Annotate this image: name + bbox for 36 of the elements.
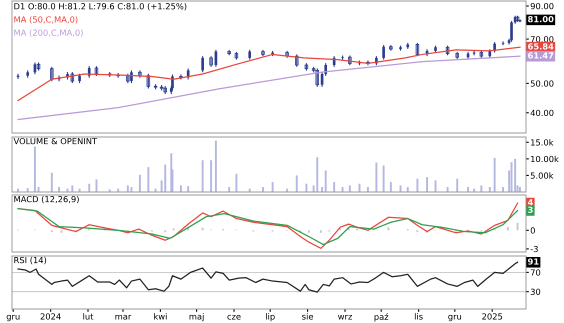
y-tick-label: 40.00 <box>530 110 554 116</box>
chart-title: VOLUME & OPENINT <box>14 138 98 144</box>
y-tick-label: 90.00 <box>530 3 554 10</box>
x-tick-label: gru <box>6 314 20 322</box>
x-tick-label: sie <box>302 313 314 320</box>
x-tick-label: lis <box>414 313 423 320</box>
chart-title: RSI (14) <box>14 256 46 264</box>
x-tick-label: gru <box>448 314 462 322</box>
x-tick-label: maj <box>190 313 204 322</box>
x-tick-label: paź <box>374 313 388 322</box>
x-tick-label: lut <box>83 313 94 320</box>
y-tick-label: 5.00k <box>530 172 554 179</box>
x-tick-label: mar <box>115 314 132 320</box>
text: MA (50,C,MA,0) <box>14 16 78 24</box>
y-tick-label: 10.00k <box>531 156 559 162</box>
y-tick-label: 30 <box>530 288 540 295</box>
chart-title: D1 O:80.0 H:81.2 L:79.6 C:81.0 (+1.25%) <box>14 2 186 10</box>
data-label: 91 <box>528 258 539 265</box>
x-tick-label: cze <box>227 314 241 320</box>
data-label: 3 <box>528 206 533 213</box>
y-tick-label: 0 <box>530 227 535 234</box>
x-tick-label: kwi <box>154 313 167 320</box>
chart-title: MACD (12,26,9) <box>14 196 79 204</box>
text: MA (200,C,MA,0) <box>14 29 83 37</box>
data-label: 61.47 <box>528 52 554 59</box>
x-tick-label: lip <box>266 313 275 322</box>
y-tick-label: 15.0k <box>531 139 554 146</box>
data-label: 4 <box>528 199 533 206</box>
x-tick-label: wrz <box>338 314 352 320</box>
y-tick-label: -3 <box>530 246 538 252</box>
x-tick-label: 2025 <box>482 313 502 320</box>
data-label: 65.84 <box>528 43 554 50</box>
y-tick-label: 50.00 <box>530 80 554 87</box>
x-tick-label: 2024 <box>40 313 61 320</box>
y-tick-label: 70 <box>530 269 540 276</box>
text: 81.00 <box>528 16 554 22</box>
